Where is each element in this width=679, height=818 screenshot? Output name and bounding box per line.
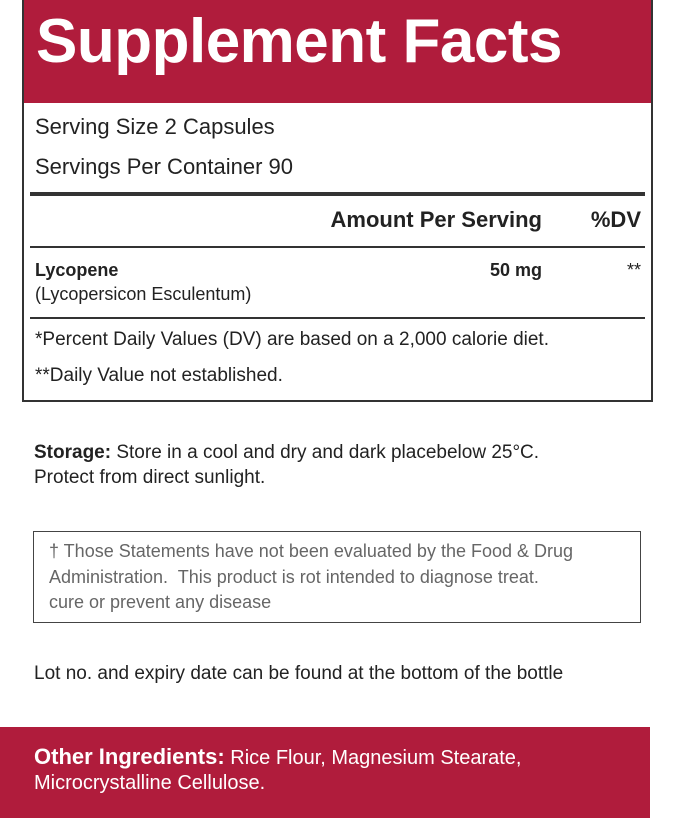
disclaimer-line: Administration. This product is rot inte…	[49, 567, 539, 587]
amount-header: Amount Per Serving	[330, 207, 542, 232]
ingredient-amount: 50 mg	[489, 260, 542, 280]
storage-text: Protect from direct sunlight.	[34, 467, 266, 488]
disclaimer-line: cure or prevent any disease	[49, 592, 272, 612]
ingredients-label: Other Ingredients:	[34, 744, 225, 769]
serving-size: Serving Size 2 Capsules	[35, 114, 275, 139]
ingredient-dv: **	[626, 260, 641, 280]
disclaimer-line: † Those Statements have not been evaluat…	[49, 541, 574, 561]
title: Supplement Facts	[36, 7, 563, 76]
thick-rule	[30, 192, 645, 196]
storage-label: Storage:	[34, 442, 112, 463]
ingredient-name: Lycopene	[35, 260, 119, 280]
lot-note: Lot no. and expiry date can be found at …	[34, 663, 564, 684]
ingredient-source: (Lycopersicon Esculentum)	[35, 284, 252, 304]
ingredients-text: Rice Flour, Magnesium Stearate,	[230, 747, 522, 769]
title-band: Supplement Facts	[24, 0, 651, 103]
footnote: *Percent Daily Values (DV) are based on …	[35, 329, 549, 350]
servings-per-container: Servings Per Container 90	[35, 154, 294, 179]
ingredients-line: Other Ingredients: Rice Flour, Magnesium…	[34, 744, 522, 770]
storage-text: Store in a cool and dry and dark placebe…	[116, 442, 540, 463]
rule	[30, 317, 645, 319]
ingredients-text: Microcrystalline Cellulose.	[34, 772, 266, 794]
dv-header: %DV	[590, 207, 641, 232]
ingredients-band: Other Ingredients: Rice Flour, Magnesium…	[0, 727, 650, 818]
footnote: **Daily Value not established.	[35, 365, 283, 386]
rule	[30, 246, 645, 248]
facts-panel: Supplement Facts Serving Size 2 Capsules…	[22, 0, 653, 402]
storage-line: Storage: Store in a cool and dry and dar…	[34, 442, 539, 464]
disclaimer-box: † Those Statements have not been evaluat…	[33, 531, 641, 623]
